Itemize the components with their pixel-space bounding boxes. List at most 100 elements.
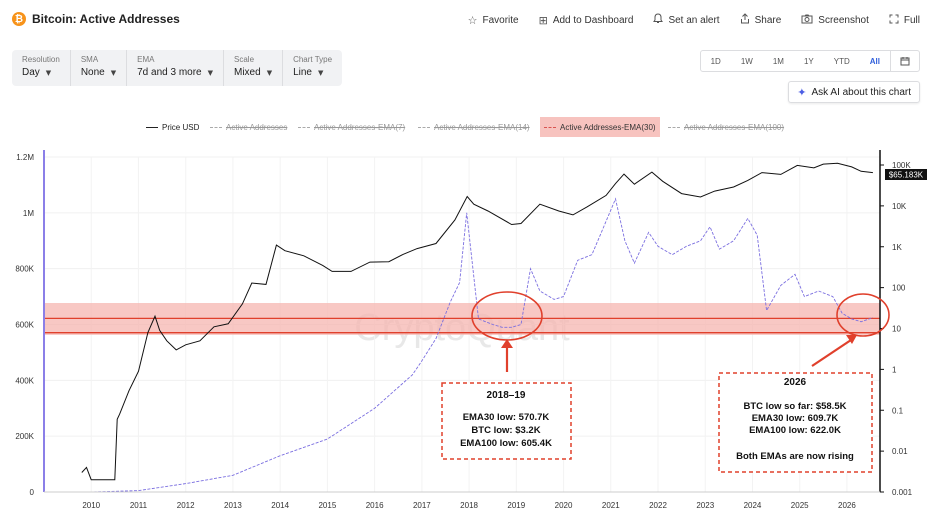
ema-select[interactable]: EMA 7d and 3 more ▼	[127, 50, 224, 86]
svg-text:2026: 2026	[784, 377, 807, 388]
legend-item-active-addresses[interactable]: Active Addresses	[210, 117, 287, 137]
x-tick: 2016	[366, 501, 384, 510]
y-right-tick: 0.1	[892, 406, 904, 415]
annotation-2026: 2026 BTC low so far: $58.5K EMA30 low: 6…	[718, 372, 873, 473]
series-ema30-line	[44, 197, 874, 493]
caret-down-icon: ▼	[317, 68, 324, 77]
legend-item-ema14[interactable]: Active Addresses-EMA(14)	[418, 117, 530, 137]
share-button[interactable]: Share	[740, 13, 781, 27]
y-right-tick: 0.01	[892, 447, 908, 456]
x-tick: 2018	[460, 501, 478, 510]
y-left-tick-labels: 1.2M 1M 800K 600K 400K 200K 0	[15, 153, 34, 497]
screenshot-button[interactable]: Screenshot	[801, 13, 869, 27]
fullscreen-button[interactable]: Full	[889, 13, 920, 27]
x-tick: 2022	[649, 501, 667, 510]
set-alert-button[interactable]: Set an alert	[653, 13, 720, 27]
price-badge: $65.183K	[885, 169, 927, 180]
y-left-tick: 0	[30, 488, 35, 497]
x-tick: 2017	[413, 501, 431, 510]
range-all[interactable]: All	[869, 56, 880, 66]
page-title: Bitcoin: Active Addresses	[32, 12, 180, 26]
favorite-button[interactable]: ☆ Favorite	[467, 13, 519, 27]
caret-down-icon: ▼	[207, 68, 213, 77]
y-right-tick: 100	[892, 284, 906, 293]
x-tick: 2015	[318, 501, 336, 510]
chart-legend: Price USD Active Addresses Active Addres…	[0, 117, 936, 137]
dashboard-icon: ⊞	[538, 13, 548, 27]
range-1y[interactable]: 1Y	[803, 56, 814, 66]
chart-type-select[interactable]: Chart Type Line ▼	[293, 55, 333, 78]
svg-text:BTC low so far: $58.5K: BTC low so far: $58.5K	[744, 401, 847, 412]
y-right-tick-labels: 100K 10K 1K 100 10 1 0.1 0.01 0.001	[880, 161, 913, 497]
brand: ₿ Bitcoin: Active Addresses	[12, 12, 180, 26]
range-1d[interactable]: 1D	[710, 56, 721, 66]
arrow-2018-19	[501, 339, 513, 372]
range-1w[interactable]: 1W	[740, 56, 753, 66]
bell-icon	[653, 13, 664, 27]
y-right-tick: 1K	[892, 243, 902, 252]
scale-select[interactable]: Scale Mixed ▼	[224, 50, 284, 86]
svg-text:EMA100 low: 605.4K: EMA100 low: 605.4K	[460, 438, 552, 449]
x-tick: 2023	[696, 501, 714, 510]
x-tick: 2020	[555, 501, 573, 510]
range-1m[interactable]: 1M	[772, 56, 784, 66]
svg-text:EMA30 low: 570.7K: EMA30 low: 570.7K	[463, 412, 550, 423]
x-tick: 2025	[791, 501, 809, 510]
x-tick: 2021	[602, 501, 620, 510]
sparkle-icon: ✦	[797, 85, 807, 99]
y-right-tick: 10	[892, 325, 901, 334]
y-left-tick: 1.2M	[16, 153, 34, 162]
star-icon: ☆	[467, 13, 478, 27]
x-tick: 2010	[82, 501, 100, 510]
svg-text:EMA30 low: 609.7K: EMA30 low: 609.7K	[752, 413, 839, 424]
annotation-2018-19: 2018–19 EMA30 low: 570.7K BTC low: $3.2K…	[441, 382, 572, 460]
legend-item-ema30[interactable]: Active Addresses-EMA(30)	[540, 117, 660, 137]
caret-down-icon: ▼	[110, 68, 117, 77]
svg-text:EMA100 low: 622.0K: EMA100 low: 622.0K	[749, 425, 841, 436]
svg-text:Both EMAs are now rising: Both EMAs are now rising	[736, 451, 854, 462]
y-right-tick: 1	[892, 365, 897, 374]
chart-controls: Resolution Day ▼ SMA None ▼ EMA 7d and 3 m…	[12, 50, 343, 86]
camera-icon	[801, 14, 813, 27]
y-left-tick: 400K	[15, 376, 34, 385]
ask-ai-button[interactable]: ✦ Ask AI about this chart	[788, 81, 920, 103]
bitcoin-logo-icon: ₿	[12, 12, 26, 26]
fullscreen-icon	[889, 14, 899, 27]
header-actions: ☆ Favorite ⊞ Add to Dashboard Set an ale…	[468, 13, 920, 27]
y-left-tick: 600K	[15, 321, 34, 330]
x-tick: 2013	[224, 501, 242, 510]
legend-item-ema7[interactable]: Active Addresses-EMA(7)	[298, 117, 405, 137]
x-tick: 2024	[744, 501, 762, 510]
sma-select[interactable]: SMA None ▼	[71, 50, 128, 86]
svg-text:BTC low: $3.2K: BTC low: $3.2K	[471, 425, 540, 436]
x-tick-labels: 2010 2011 2012 2013 2014 2015 2016 2017 2018 2019…	[82, 501, 856, 510]
top-bar: ₿ Bitcoin: Active Addresses ☆ Favorite ⊞…	[0, 0, 936, 40]
y-left-tick: 800K	[15, 265, 34, 274]
caret-down-icon: ▼	[266, 68, 273, 77]
x-tick: 2012	[177, 501, 195, 510]
circle-2026	[836, 293, 890, 337]
arrow-2026	[811, 335, 857, 367]
x-tick: 2026	[838, 501, 856, 510]
y-right-tick: 10K	[892, 202, 907, 211]
range-ytd[interactable]: YTD	[833, 56, 850, 66]
add-to-dashboard-button[interactable]: ⊞ Add to Dashboard	[538, 13, 634, 27]
svg-text:$65.183K: $65.183K	[889, 171, 924, 180]
x-tick: 2019	[507, 501, 525, 510]
series-price-line	[81, 162, 873, 481]
resolution-select[interactable]: Resolution Day ▼	[12, 50, 71, 86]
calendar-icon[interactable]	[890, 51, 919, 71]
y-left-tick: 1M	[23, 209, 34, 218]
x-tick: 2011	[130, 501, 148, 510]
share-icon	[740, 13, 750, 27]
x-tick: 2014	[271, 501, 289, 510]
y-right-tick: 0.001	[892, 488, 913, 497]
legend-item-price[interactable]: Price USD	[146, 117, 199, 137]
svg-text:2018–19: 2018–19	[487, 390, 526, 401]
legend-item-ema100[interactable]: Active Addresses-EMA(100)	[668, 117, 784, 137]
time-range-selector: 1D 1W 1M 1Y YTD All	[699, 50, 920, 72]
caret-down-icon: ▼	[45, 68, 52, 77]
y-left-tick: 200K	[15, 432, 34, 441]
y-right-tick: 100K	[892, 161, 911, 170]
